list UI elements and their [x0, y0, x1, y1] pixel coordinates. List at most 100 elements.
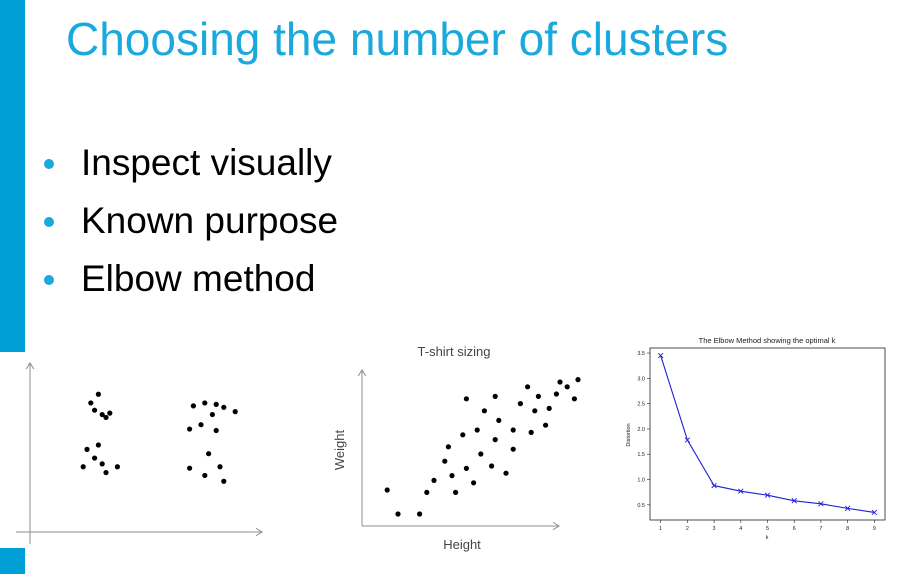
y-tick-label: 3.0	[637, 376, 645, 382]
x-axis-arrowhead	[552, 521, 560, 531]
data-point	[528, 429, 534, 435]
data-point	[107, 410, 113, 416]
y-tick-label: 3.5	[637, 351, 645, 357]
data-point	[202, 472, 208, 479]
data-point	[546, 405, 552, 411]
data-point	[213, 401, 219, 407]
data-point	[503, 470, 509, 476]
data-point	[190, 403, 196, 409]
bullet-dot-icon	[44, 217, 54, 227]
data-point	[92, 455, 98, 461]
y-axis-label: Distortion	[626, 423, 632, 446]
series-line	[660, 355, 875, 513]
data-point	[187, 465, 193, 471]
data-point-marker	[711, 482, 717, 489]
bullet-text: Inspect visually	[81, 142, 332, 183]
accent-bar	[0, 0, 25, 352]
data-point	[557, 379, 563, 385]
y-tick-label: 2.0	[637, 427, 645, 433]
x-tick-label: 4	[739, 526, 742, 532]
bullet-item-known-purpose: Known purpose	[44, 192, 338, 250]
data-point	[198, 422, 204, 428]
y-tick-label: 2.5	[637, 402, 645, 408]
data-point	[553, 391, 559, 397]
bullet-dot-icon	[44, 159, 54, 169]
slide-title: Choosing the number of clusters	[66, 13, 729, 65]
data-point	[99, 461, 105, 467]
data-point	[481, 408, 487, 414]
bullet-text: Elbow method	[81, 258, 316, 299]
data-point-marker	[791, 498, 797, 504]
tshirt-sizing-chart: T-shirt sizing Height Weight	[332, 344, 581, 552]
data-point	[187, 426, 193, 432]
data-point	[471, 480, 477, 486]
bullet-list: Inspect visually Known purpose Elbow met…	[44, 134, 338, 308]
chart-title: The Elbow Method showing the optimal k	[699, 336, 836, 345]
data-point	[496, 417, 502, 423]
data-point-marker	[738, 488, 744, 494]
bullet-item-elbow-method: Elbow method	[44, 250, 338, 308]
data-point	[489, 463, 495, 469]
x-axis-arrowhead	[255, 527, 263, 537]
bullet-item-inspect-visually: Inspect visually	[44, 134, 338, 192]
x-axis-label: Height	[443, 537, 481, 552]
data-point	[492, 437, 498, 443]
data-point	[206, 451, 212, 457]
data-point	[395, 511, 401, 517]
chart-title: T-shirt sizing	[418, 344, 491, 359]
x-tick-label: 1	[659, 526, 662, 532]
y-tick-label: 1.5	[637, 452, 645, 458]
data-point	[99, 411, 105, 418]
x-tick-label: 8	[846, 526, 849, 532]
data-point	[431, 477, 437, 483]
y-tick-label: 0.5	[637, 503, 645, 509]
cluster-scatter-chart	[16, 362, 263, 544]
data-point	[84, 446, 90, 452]
x-tick-label: 6	[793, 526, 796, 532]
data-point	[510, 446, 516, 452]
data-point-marker	[844, 505, 851, 512]
data-point	[564, 384, 570, 390]
data-point	[95, 442, 101, 448]
data-point	[525, 384, 531, 390]
data-point-marker	[871, 509, 878, 516]
y-axis-label: Weight	[332, 430, 347, 471]
data-point	[221, 478, 227, 484]
accent-bar-bottom	[0, 548, 25, 574]
x-tick-label: 5	[766, 526, 769, 532]
bullet-text: Known purpose	[81, 200, 339, 241]
data-point	[103, 469, 109, 476]
data-point	[460, 432, 466, 438]
data-point	[442, 458, 448, 464]
data-point	[202, 400, 208, 406]
data-point	[417, 511, 423, 517]
x-tick-label: 7	[819, 526, 822, 532]
data-point	[463, 396, 469, 402]
data-point	[474, 427, 480, 433]
data-point	[517, 401, 523, 407]
data-point	[103, 414, 109, 421]
data-point	[114, 464, 120, 470]
data-point	[221, 404, 227, 410]
data-point-marker	[764, 492, 771, 498]
data-point	[445, 444, 451, 450]
elbow-method-chart: The Elbow Method showing the optimal k k…	[626, 336, 886, 541]
data-point	[532, 408, 538, 414]
x-tick-label: 2	[686, 526, 689, 532]
data-point	[543, 422, 549, 428]
data-point-marker	[818, 501, 824, 507]
data-point	[424, 489, 430, 495]
data-point	[449, 473, 455, 479]
data-point	[213, 427, 219, 434]
data-point	[88, 400, 94, 406]
data-point	[463, 465, 469, 471]
data-point	[453, 489, 459, 495]
x-tick-label: 9	[873, 526, 876, 532]
data-point	[80, 464, 86, 470]
x-axis-label: k	[766, 535, 769, 541]
data-point	[95, 391, 101, 397]
data-point	[209, 411, 215, 418]
data-point-marker	[657, 352, 664, 359]
bullet-dot-icon	[44, 275, 54, 285]
y-axis-arrowhead	[357, 369, 367, 377]
